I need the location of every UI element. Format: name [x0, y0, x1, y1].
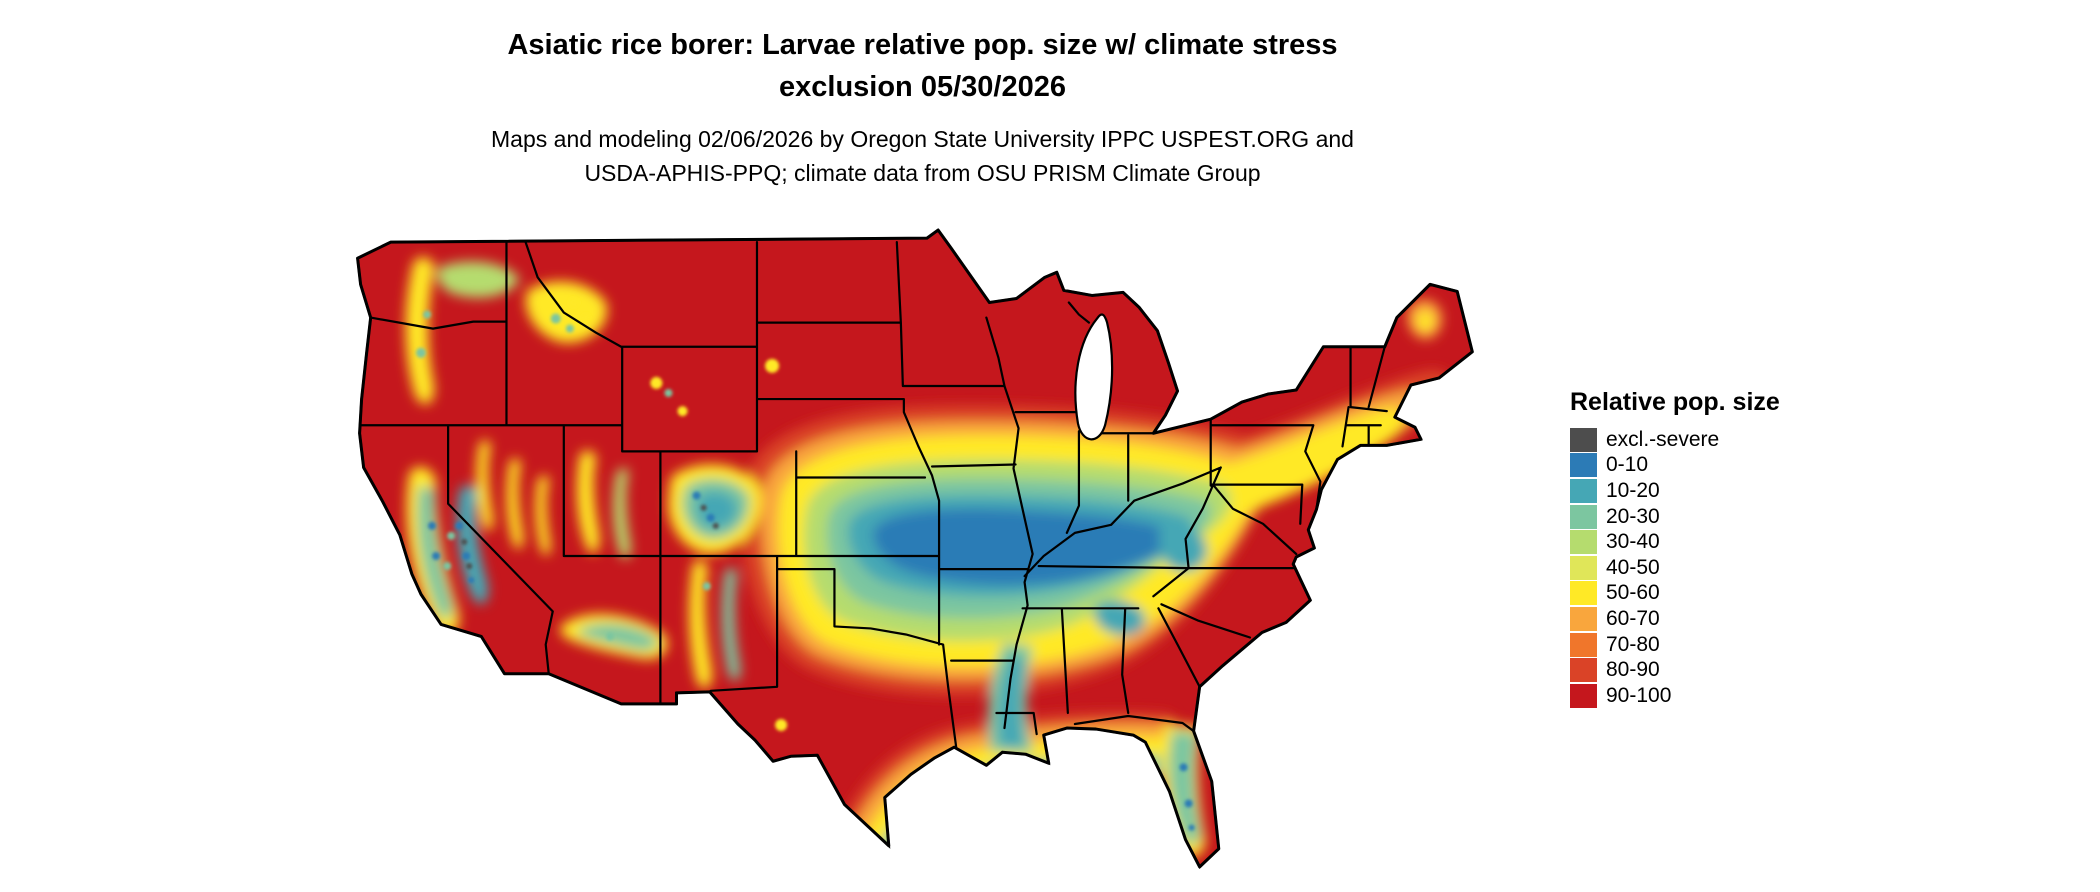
- title-line-2: exclusion 05/30/2026: [779, 71, 1066, 103]
- legend-label: 70-80: [1606, 632, 1660, 656]
- legend-item: 60-70: [1570, 606, 1780, 632]
- legend-label: 20-30: [1606, 504, 1660, 528]
- legend-swatch: [1570, 530, 1597, 555]
- colorado-band-core: [696, 491, 738, 529]
- legend-swatch: [1570, 632, 1597, 657]
- appalachian-band-10-20: [1158, 522, 1208, 572]
- legend-label: 10-20: [1606, 478, 1660, 502]
- utah-band-east: [613, 468, 631, 559]
- legend-label: 30-40: [1606, 530, 1660, 554]
- speckles-0-10: [428, 491, 1195, 831]
- legend-item: 0-10: [1570, 453, 1780, 479]
- subtitle: Maps and modeling 02/06/2026 by Oregon S…: [0, 122, 1845, 190]
- legend-label: 90-100: [1606, 683, 1672, 707]
- legend-title: Relative pop. size: [1570, 388, 1780, 416]
- speckles-excl-severe: [461, 504, 719, 570]
- us-map-svg: [356, 228, 1474, 869]
- legend-label: 0-10: [1606, 453, 1649, 477]
- nevada-stripe-2: [506, 458, 524, 549]
- legend-item: 80-90: [1570, 657, 1780, 683]
- legend-item: 50-60: [1570, 581, 1780, 607]
- subtitle-line-1: Maps and modeling 02/06/2026 by Oregon S…: [491, 126, 1354, 152]
- page-title: Asiatic rice borer: Larvae relative pop.…: [0, 24, 1845, 108]
- legend: Relative pop. size excl.-severe 0-10 10-…: [1570, 388, 1780, 709]
- speckles-20-30: [415, 310, 711, 641]
- new-mexico-band-east: [721, 567, 741, 681]
- cascades-band: [405, 257, 435, 405]
- gulf-band-10-20: [885, 768, 1159, 866]
- legend-item: 70-80: [1570, 632, 1780, 658]
- utah-band-west: [576, 450, 600, 554]
- legend-swatch: [1570, 453, 1597, 478]
- nevada-stripe-1: [476, 440, 494, 531]
- north-washington-band: [436, 261, 520, 298]
- legend-swatch: [1570, 606, 1597, 631]
- legend-label: 40-50: [1606, 555, 1660, 579]
- legend-swatch: [1570, 478, 1597, 503]
- us-heat-map: [322, 222, 1530, 886]
- state-borders: [360, 241, 1388, 749]
- nevada-stripe-3: [535, 475, 551, 556]
- sierra-band: [456, 485, 489, 604]
- arizona-rim-core: [577, 623, 658, 651]
- new-mexico-band-west: [689, 560, 713, 689]
- legend-swatch: [1570, 555, 1597, 580]
- mountain-speckles: [415, 297, 1195, 831]
- legend-item: 40-50: [1570, 555, 1780, 581]
- legend-item: 10-20: [1570, 478, 1780, 504]
- title-line-1: Asiatic rice borer: Larvae relative pop.…: [507, 29, 1338, 61]
- lake-michigan: [1074, 313, 1114, 441]
- legend-label: 50-60: [1606, 581, 1660, 605]
- legend-swatch: [1570, 658, 1597, 683]
- legend-swatch: [1570, 581, 1597, 606]
- legend-item: 20-30: [1570, 504, 1780, 530]
- legend-item: 90-100: [1570, 683, 1780, 709]
- legend-label: 60-70: [1606, 606, 1660, 630]
- legend-swatch: [1570, 683, 1597, 708]
- maine-band-50-60: [1416, 311, 1435, 331]
- speckles-50-60: [568, 297, 788, 732]
- legend-item: excl.-severe: [1570, 427, 1780, 453]
- legend-item: 30-40: [1570, 529, 1780, 555]
- legend-label: excl.-severe: [1606, 427, 1720, 451]
- us-border-outline: [356, 228, 1474, 869]
- subtitle-line-2: USDA-APHIS-PPQ; climate data from OSU PR…: [584, 160, 1261, 186]
- legend-label: 80-90: [1606, 658, 1660, 682]
- legend-swatch: [1570, 427, 1597, 452]
- legend-swatch: [1570, 504, 1597, 529]
